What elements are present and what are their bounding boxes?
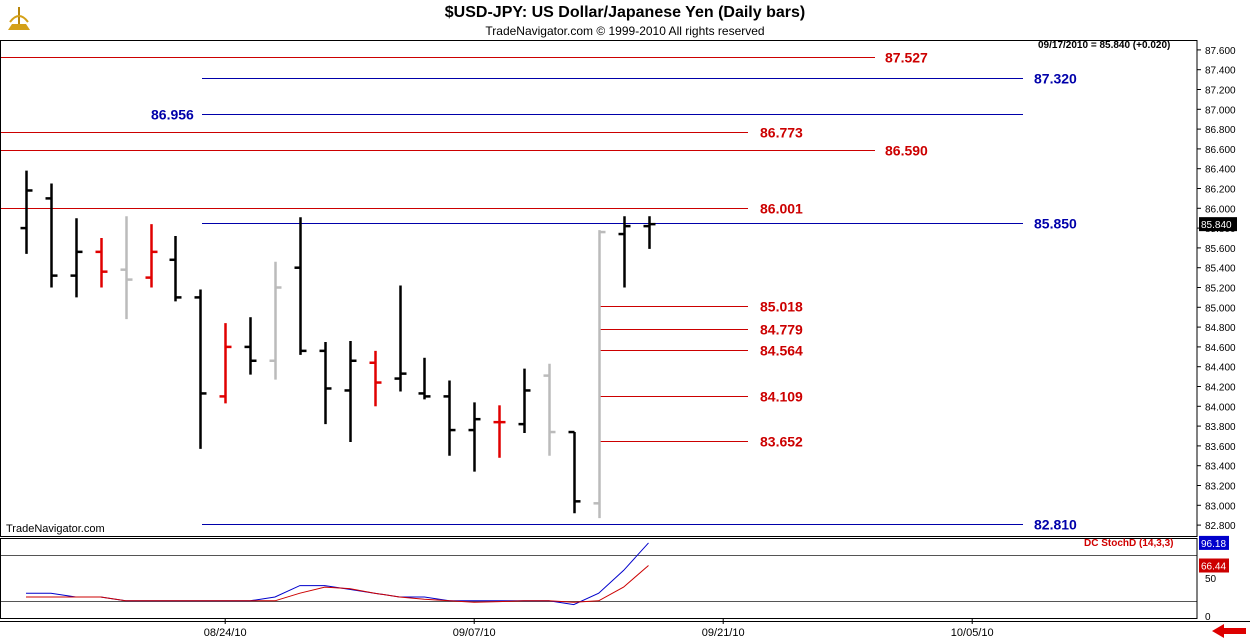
stoch-tick-label-1: 0	[1205, 612, 1211, 623]
price-tick-label-18: 84.000	[1205, 402, 1236, 413]
price-tick-label-14: 84.800	[1205, 323, 1236, 334]
date-tick-label-2: 09/21/10	[702, 627, 745, 639]
stochastic-panel: 50 0 96.18 66.44	[0, 535, 1229, 623]
date-tick-label-1: 09/07/10	[453, 627, 496, 639]
level-label-5: 86.001	[760, 201, 803, 217]
ohlc-bar-12	[319, 341, 332, 425]
date-tick-label-0: 08/24/10	[204, 627, 247, 639]
ohlc-bar-0	[20, 170, 33, 254]
indicator-panel-frame	[0, 538, 1198, 619]
ohlc-bar-17	[443, 380, 456, 456]
level-label-0: 87.527	[885, 50, 928, 66]
date-axis: 08/24/10 09/07/10 09/21/10 10/05/10	[204, 619, 994, 639]
price-tick-label-6: 86.400	[1205, 165, 1236, 176]
price-tick-label-2: 87.200	[1205, 86, 1236, 97]
price-tick-label-22: 83.200	[1205, 482, 1236, 493]
level-label-2: 86.956	[151, 107, 194, 123]
price-tick-label-20: 83.600	[1205, 442, 1236, 453]
ohlc-bar-5	[145, 224, 158, 288]
price-tick-label-19: 83.800	[1205, 422, 1236, 433]
level-label-12: 82.810	[1034, 517, 1077, 533]
price-tick-label-15: 84.600	[1205, 343, 1236, 354]
price-tick-label-10: 85.600	[1205, 244, 1236, 255]
last-price-box	[1199, 217, 1237, 232]
price-tick-label-23: 83.000	[1205, 501, 1236, 512]
ohlc-bar-18	[468, 402, 481, 472]
ohlc-bar-3	[95, 238, 108, 288]
price-tick-label-17: 84.200	[1205, 383, 1236, 394]
sextant-logo-icon	[8, 7, 30, 30]
level-label-1: 87.320	[1034, 71, 1077, 87]
copyright-text: TradeNavigator.com © 1999-2010 All right…	[485, 24, 765, 38]
scroll-left-arrow-icon[interactable]	[1212, 624, 1246, 638]
price-panel-frame	[0, 40, 1198, 537]
price-tick-label-24: 82.800	[1205, 521, 1236, 532]
stoch-last-box-k	[1199, 535, 1229, 550]
ohlc-bar-10	[269, 261, 282, 380]
ohlc-bar-21	[543, 363, 556, 456]
level-label-8: 84.779	[760, 322, 803, 338]
stoch-last-box-d	[1199, 558, 1229, 573]
stoch-last-label-k: 96.18	[1201, 539, 1226, 550]
ohlc-bar-7	[194, 289, 207, 449]
level-lines: 87.527 87.320 86.956 86.773 86.590 86.001 85.8…	[0, 50, 1077, 533]
ohlc-bar-15	[394, 285, 407, 392]
ohlc-bar-9	[244, 317, 257, 375]
stoch-line-k	[26, 542, 649, 606]
brand-label: TradeNavigator.com	[6, 523, 105, 535]
chart-title: $USD-JPY: US Dollar/Japanese Yen (Daily …	[444, 4, 806, 21]
price-tick-label-8: 86.000	[1205, 204, 1236, 215]
price-tick-label-5: 86.600	[1205, 145, 1236, 156]
ohlc-bar-4	[120, 216, 133, 320]
ohlc-bar-25	[643, 216, 656, 249]
ohlc-bar-22	[568, 430, 581, 514]
ohlc-bar-20	[518, 368, 531, 434]
level-label-4: 86.590	[885, 143, 928, 159]
ohlc-bar-24	[618, 216, 631, 288]
level-label-3: 86.773	[760, 125, 803, 141]
stoch-line-d	[26, 565, 649, 603]
ohlc-bar-19	[493, 405, 506, 458]
indicator-label: DC StochD (14,3,3)	[1084, 538, 1174, 549]
price-tick-label-1: 87.400	[1205, 66, 1236, 77]
date-tick-label-3: 10/05/10	[951, 627, 994, 639]
stoch-last-label-d: 66.44	[1201, 562, 1226, 573]
ohlc-bar-1	[45, 183, 58, 288]
price-tick-label-13: 85.000	[1205, 303, 1236, 314]
ohlc-bar-16	[418, 357, 431, 400]
stoch-tick-label-0: 50	[1205, 574, 1217, 585]
level-label-6: 85.850	[1034, 216, 1077, 232]
level-label-7: 85.018	[760, 299, 803, 315]
price-readout: 09/17/2010 = 85.840 (+0.020)	[1038, 40, 1171, 51]
price-tick-label-7: 86.200	[1205, 185, 1236, 196]
price-tick-label-12: 85.200	[1205, 284, 1236, 295]
ohlc-bar-14	[369, 350, 382, 407]
ohlc-bar-6	[169, 236, 182, 302]
price-tick-label-3: 87.000	[1205, 105, 1236, 116]
ohlc-bar-2	[70, 218, 83, 298]
level-label-11: 83.652	[760, 434, 803, 450]
price-tick-label-21: 83.400	[1205, 462, 1236, 473]
price-axis: 87.600 87.400 87.200 87.000 86.800 86.600 86.4…	[1197, 46, 1237, 532]
price-tick-label-0: 87.600	[1205, 46, 1236, 57]
level-label-10: 84.109	[760, 389, 803, 405]
ohlc-bar-11	[294, 217, 307, 355]
level-label-9: 84.564	[760, 343, 803, 359]
price-tick-label-16: 84.400	[1205, 363, 1236, 374]
last-price-label: 85.840	[1201, 220, 1232, 231]
ohlc-bar-23	[593, 230, 606, 519]
ohlc-bar-13	[344, 340, 357, 442]
price-tick-label-11: 85.400	[1205, 264, 1236, 275]
ohlc-bars	[20, 170, 656, 519]
price-tick-label-4: 86.800	[1205, 125, 1236, 136]
ohlc-bar-8	[219, 323, 232, 404]
